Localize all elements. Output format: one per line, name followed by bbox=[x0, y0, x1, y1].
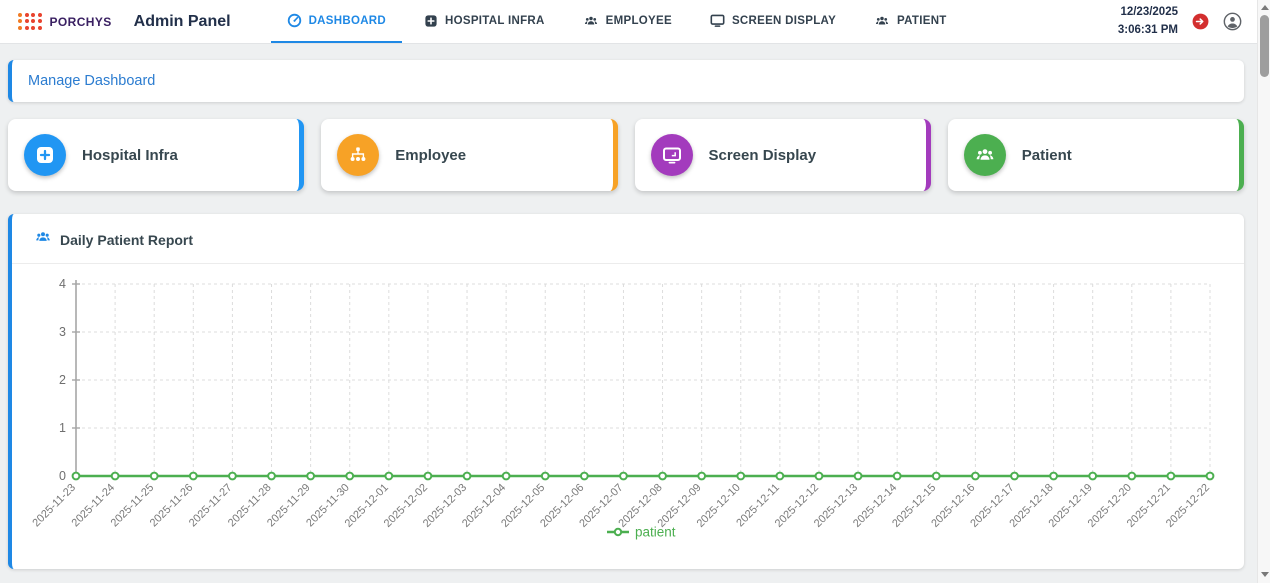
data-point bbox=[775, 471, 785, 481]
data-point bbox=[540, 471, 550, 481]
data-point bbox=[1049, 471, 1058, 481]
navbar-right: 12/23/2025 3:06:31 PM bbox=[1118, 0, 1256, 43]
data-point bbox=[501, 471, 511, 481]
scroll-up-arrow-icon[interactable] bbox=[1258, 1, 1270, 14]
data-point bbox=[1127, 471, 1137, 481]
daily-patient-report-panel: Daily Patient Report 0 1 2 3 4 2025-11-23 2025… bbox=[8, 214, 1244, 569]
current-date: 12/23/2025 bbox=[1120, 6, 1178, 19]
tab-label: HOSPITAL INFRA bbox=[445, 14, 545, 27]
brand-logo: PORCHYS bbox=[18, 0, 112, 43]
data-point bbox=[188, 471, 198, 481]
top-navbar: PORCHYS Admin Panel DASHBOARD HOSPITAL IN… bbox=[0, 0, 1270, 44]
data-point bbox=[736, 471, 746, 481]
scroll-down-arrow-icon[interactable] bbox=[1258, 568, 1270, 581]
report-header: Daily Patient Report bbox=[12, 228, 1244, 264]
data-point bbox=[619, 471, 628, 481]
hospital-plus-icon bbox=[24, 134, 66, 176]
account-icon[interactable] bbox=[1223, 12, 1242, 31]
data-point bbox=[1010, 471, 1019, 481]
org-tree-icon bbox=[337, 134, 380, 176]
data-point bbox=[853, 471, 863, 481]
tab-screen-display[interactable]: SCREEN DISPLAY bbox=[694, 0, 852, 43]
monitor-icon bbox=[710, 13, 725, 28]
card-label: Screen Display bbox=[708, 146, 817, 164]
scrollbar-thumb[interactable] bbox=[1260, 15, 1269, 77]
brand-name: PORCHYS bbox=[49, 14, 112, 29]
data-point bbox=[306, 471, 316, 481]
logout-icon[interactable] bbox=[1192, 13, 1209, 30]
card-screen-display[interactable]: Screen Display bbox=[634, 119, 931, 191]
patients-group-icon bbox=[34, 228, 52, 251]
data-point bbox=[423, 471, 433, 481]
data-point bbox=[228, 471, 237, 481]
data-point bbox=[1205, 471, 1215, 481]
card-patient[interactable]: Patient bbox=[947, 119, 1244, 191]
tab-hospital-infra[interactable]: HOSPITAL INFRA bbox=[408, 0, 561, 43]
data-point bbox=[970, 471, 980, 481]
dashboard-icon bbox=[287, 13, 302, 28]
data-point bbox=[462, 471, 472, 481]
card-label: Hospital Infra bbox=[82, 146, 178, 164]
card-label: Employee bbox=[395, 146, 467, 164]
current-time: 3:06:31 PM bbox=[1117, 23, 1178, 36]
hospital-icon bbox=[424, 14, 438, 28]
tab-label: PATIENT bbox=[897, 14, 947, 27]
data-point bbox=[931, 471, 941, 481]
card-hospital-infra[interactable]: Hospital Infra bbox=[8, 119, 305, 191]
data-point bbox=[267, 471, 276, 481]
report-title: Daily Patient Report bbox=[60, 231, 194, 248]
monitor-card-icon bbox=[650, 134, 693, 176]
tab-employee[interactable]: EMPLOYEE bbox=[567, 0, 688, 43]
daily-patient-chart: 0 1 2 3 4 2025-11-23 2025-11-24 2025-11-25 2025-… bbox=[12, 264, 1244, 565]
vertical-scrollbar bbox=[1257, 0, 1270, 583]
data-point bbox=[149, 471, 159, 481]
datetime-display: 12/23/2025 3:06:31 PM bbox=[1118, 4, 1178, 39]
employee-icon bbox=[583, 13, 599, 29]
tab-label: DASHBOARD bbox=[308, 14, 387, 27]
tab-patient[interactable]: PATIENT bbox=[858, 0, 963, 43]
data-point bbox=[892, 471, 902, 481]
data-point bbox=[1088, 471, 1098, 481]
data-point bbox=[658, 471, 667, 481]
tab-dashboard[interactable]: DASHBOARD bbox=[270, 0, 403, 43]
manage-dashboard-label: Manage Dashboard bbox=[28, 73, 156, 89]
svg-text:1: 1 bbox=[59, 421, 66, 435]
tab-label: SCREEN DISPLAY bbox=[731, 14, 837, 27]
svg-text:3: 3 bbox=[59, 325, 66, 339]
data-point bbox=[579, 471, 589, 481]
logo-dots-icon bbox=[18, 12, 43, 31]
manage-dashboard-button[interactable]: Manage Dashboard bbox=[8, 60, 1244, 102]
data-point bbox=[814, 471, 824, 481]
card-employee[interactable]: Employee bbox=[321, 119, 618, 191]
data-point bbox=[697, 471, 707, 481]
patient-line-chart: 012342025-11-232025-11-242025-11-252025-… bbox=[30, 277, 1215, 540]
svg-text:4: 4 bbox=[59, 277, 66, 291]
patient-icon bbox=[874, 13, 890, 29]
nav-tabs: DASHBOARD HOSPITAL INFRA EMPLOYEE SCREEN DI… bbox=[270, 0, 963, 43]
group-card-icon bbox=[963, 134, 1006, 176]
page-title: Admin Panel bbox=[133, 12, 231, 30]
data-point bbox=[1166, 471, 1176, 481]
svg-text:0: 0 bbox=[59, 469, 66, 483]
tab-label: EMPLOYEE bbox=[605, 14, 672, 27]
svg-text:2: 2 bbox=[59, 373, 66, 387]
shortcut-cards-row: Hospital Infra Employee Screen Display Pati… bbox=[8, 119, 1244, 191]
data-point bbox=[345, 471, 355, 481]
data-point bbox=[71, 471, 81, 481]
data-point bbox=[110, 471, 120, 481]
card-label: Patient bbox=[1021, 146, 1072, 164]
data-point bbox=[384, 471, 394, 481]
legend-patient: patient bbox=[635, 525, 676, 540]
